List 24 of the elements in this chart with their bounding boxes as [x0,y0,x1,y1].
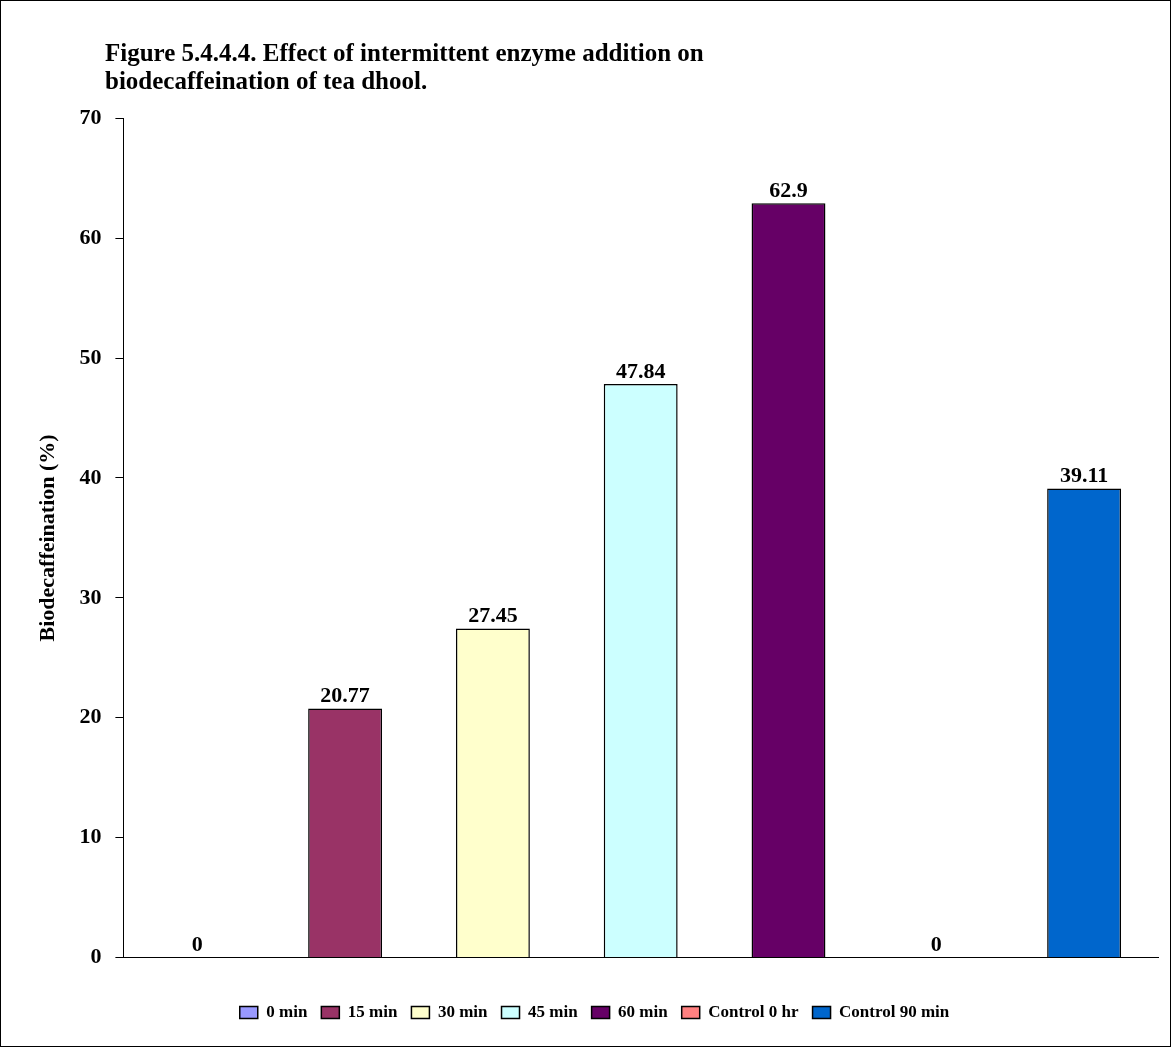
data-label: 62.9 [769,177,808,203]
data-label: 39.11 [1059,462,1109,488]
legend-label: Control 90 min [839,1001,950,1021]
y-tick-label: 10 [79,823,102,849]
y-tick-label: 30 [79,583,102,609]
y-tick-label: 40 [79,463,102,489]
data-label: 27.45 [468,602,518,628]
data-label: 47.84 [615,357,666,383]
y-tick-label: 60 [79,223,102,249]
y-axis-title: Biodecaffeination (%) [33,434,59,642]
y-tick-label: 20 [79,703,102,729]
data-label: 0 [930,931,942,957]
legend-label: 15 min [347,1001,398,1021]
legend-label: 0 min [266,1001,308,1021]
legend-label: 45 min [528,1001,579,1021]
legend-label: Control 0 hr [708,1001,800,1021]
legend-label: 30 min [437,1001,489,1021]
data-label: 0 [191,931,203,957]
chart-title: Figure 5.4.4.4. Effect of intermittent enzyme addition on biodecaffeination of tea dhool. [105,39,705,95]
y-tick-label: 50 [79,343,102,369]
legend-label: 60 min [618,1001,669,1021]
y-tick-label: 70 [79,103,102,129]
y-tick-label: 0 [90,943,102,969]
data-label: 20.77 [320,682,370,708]
